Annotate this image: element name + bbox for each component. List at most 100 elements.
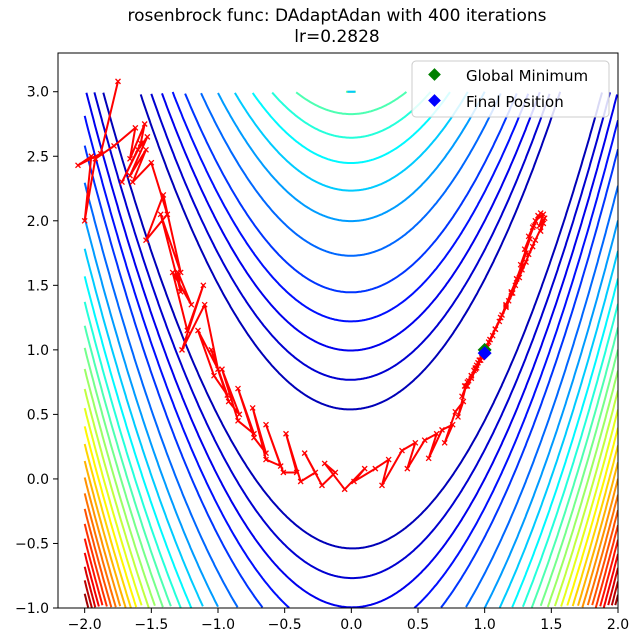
contour-line [83, 508, 113, 608]
legend-box [411, 60, 610, 118]
trajectory-point [512, 282, 519, 289]
trajectory-point [81, 217, 88, 224]
contour-line [577, 462, 618, 606]
contour-line [413, 119, 618, 608]
contour-line [251, 91, 451, 164]
contour-line [83, 301, 182, 608]
trajectory-point [496, 318, 503, 325]
trajectory-point [461, 383, 468, 389]
trajectory-point [499, 312, 505, 318]
trajectory-point [521, 246, 528, 253]
y-tick-label: −0.5 [15, 536, 49, 552]
x-tick-label: 2.0 [607, 617, 629, 633]
contour-line [83, 217, 219, 608]
trajectory-point [148, 159, 155, 166]
contour-line [83, 276, 193, 608]
legend-label-global-minimum: Global Minimum [466, 67, 588, 85]
contour-line [83, 182, 239, 608]
contour-line [161, 91, 541, 352]
contour-line [83, 477, 122, 607]
trajectory-point [188, 301, 195, 308]
contour-line [546, 370, 618, 608]
trajectory-point [119, 179, 125, 186]
contour-line [83, 325, 172, 607]
contour-line [530, 327, 618, 608]
contour-line [83, 538, 104, 606]
trajectory-point [200, 282, 207, 289]
x-tick-label: 1.0 [474, 617, 496, 633]
trajectory-point [476, 357, 483, 364]
contour-line [200, 92, 502, 257]
contour-line [139, 91, 562, 411]
contour-line [271, 91, 432, 139]
y-tick-label: 2.0 [27, 214, 49, 230]
contour-line [571, 445, 618, 607]
trajectory-point [312, 469, 319, 476]
contour-line [483, 220, 618, 608]
trajectory-point [92, 155, 99, 162]
trajectory-point [372, 465, 379, 472]
contour-line [83, 407, 143, 606]
contour-line [602, 553, 618, 608]
contour-line [83, 368, 156, 607]
contour-line [581, 478, 618, 608]
trajectory-point [492, 326, 499, 333]
trajectory-point [412, 439, 419, 446]
trajectory-point [97, 150, 104, 157]
trajectory-point [540, 211, 547, 218]
trajectory-point [143, 146, 149, 153]
contour-line [83, 347, 164, 608]
contour-line [184, 93, 518, 294]
trajectory-point [351, 478, 357, 485]
contour-line [83, 443, 132, 608]
trajectory-point [332, 469, 339, 476]
trajectory-point [141, 121, 148, 127]
trajectory-point [541, 215, 548, 222]
trajectory-point [88, 153, 95, 160]
contour-line [591, 509, 618, 606]
final-position-marker [477, 346, 492, 361]
y-tick-label: 1.5 [27, 278, 49, 294]
x-tick-label: −0.5 [268, 617, 302, 633]
trajectory-point [127, 155, 133, 162]
trajectory-point [208, 346, 215, 353]
legend-marker-global-minimum [428, 68, 441, 81]
y-tick-label: 0.0 [27, 472, 49, 488]
trajectory-point [537, 228, 544, 235]
trajectory-point [525, 251, 532, 258]
trajectory-point [517, 261, 524, 268]
contour-line [83, 426, 138, 608]
y-tick-label: 3.0 [27, 85, 49, 101]
contour-line [599, 539, 618, 607]
trajectory-point [509, 290, 516, 297]
y-tick-label: −1.0 [15, 601, 49, 617]
trajectory-point [455, 414, 461, 420]
trajectory-point [319, 482, 325, 489]
trajectory-point [293, 469, 300, 476]
contour-line [511, 278, 618, 608]
trajectory-point [525, 233, 532, 240]
x-tick-label: 0.0 [340, 617, 362, 633]
trajectory-point [505, 297, 512, 304]
contour-line [610, 581, 618, 606]
trajectory-point [143, 237, 149, 244]
chart-title-line-1: rosenbrock func: DAdaptAdan with 400 ite… [127, 6, 546, 26]
trajectory-point [463, 383, 469, 389]
trajectory-point [132, 124, 139, 131]
trajectory-point [540, 220, 547, 227]
y-axis-ticks: −1.0 −0.5 0.0 0.5 1.0 1.5 2.0 2.5 3.0 [15, 85, 58, 617]
trajectory-point [472, 364, 479, 371]
trajectory-point [297, 478, 304, 485]
trajectory-point [529, 224, 536, 231]
x-axis-ticks: −2.0 −1.5 −1.0 −0.5 0.0 0.5 1.0 1.5 2.0 [68, 608, 629, 633]
trajectory-point [235, 417, 241, 424]
trajectory-point [321, 460, 328, 467]
chart-title-line-2: lr=0.2828 [294, 27, 379, 47]
trajectory-point [385, 456, 392, 463]
contour-line [586, 494, 618, 606]
contour-line [83, 145, 264, 608]
x-tick-label: 0.5 [407, 617, 429, 633]
contour-line [607, 567, 618, 606]
contour-line [83, 552, 100, 607]
trajectory-point [341, 486, 348, 493]
